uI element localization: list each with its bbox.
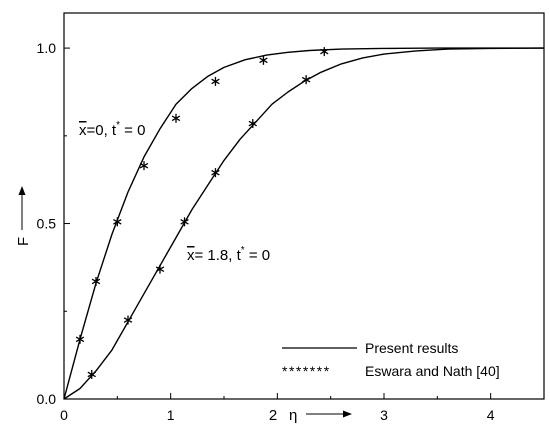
x-tick-label: 3 <box>380 407 388 423</box>
y-tick-label: 0.0 <box>37 391 57 407</box>
curve-label-2-rest: = 1.8, t <box>195 247 242 264</box>
series-1-curve <box>63 47 544 400</box>
series-1-marker <box>113 217 122 227</box>
y-tick-label: 0.5 <box>37 216 57 232</box>
legend-label-eswara: Eswara and Nath [40] <box>365 363 500 379</box>
curve-label-2-var: x <box>187 247 195 264</box>
x-axis-label: η <box>289 407 297 424</box>
series-2-marker <box>301 75 311 85</box>
plot-frame <box>63 12 545 400</box>
markers <box>75 47 329 379</box>
curves <box>63 47 545 400</box>
series-2-marker <box>155 264 165 274</box>
series-1-marker <box>171 113 181 123</box>
curve-label-1-tail: = 0 <box>120 122 145 139</box>
axes: 0 1 3 4 0.0 0.5 1.0 <box>37 40 495 423</box>
x-tick-label: 1 <box>167 407 175 423</box>
curve-label-1-rest: =0, t <box>87 122 117 139</box>
x-axis-prefix-tick: 2 <box>269 407 277 424</box>
series-1-marker <box>320 47 329 57</box>
y-tick-label: 1.0 <box>37 40 57 56</box>
curve-label-1-var: x <box>79 122 87 139</box>
x-tick-label: 0 <box>60 407 68 423</box>
y-axis-label: F <box>15 237 32 246</box>
series-2-marker <box>180 217 189 227</box>
legend: Present results ******* Eswara and Nath … <box>282 340 500 379</box>
legend-stars-swatch: ******* <box>282 363 331 379</box>
series-2-curve <box>63 47 545 400</box>
series-2-marker <box>123 315 133 325</box>
curve-label-2-sup: * <box>241 245 245 256</box>
curve-label-2: x= 1.8, t* = 0 <box>187 245 270 264</box>
series-1-marker <box>91 276 101 286</box>
legend-label-present: Present results <box>365 340 458 356</box>
curve-label-1-sup: * <box>116 120 120 131</box>
series-2-marker <box>87 369 96 379</box>
series-1-marker <box>139 161 149 171</box>
curve-label-1: x=0, t* = 0 <box>79 120 145 139</box>
x-axis-arrowhead <box>343 410 352 418</box>
series-1-marker <box>259 55 268 65</box>
y-axis-arrowhead <box>18 186 26 195</box>
series-2-marker <box>248 119 258 129</box>
series-1-marker <box>211 76 220 86</box>
series-1-marker <box>75 334 85 344</box>
curve-label-2-tail: = 0 <box>245 247 270 264</box>
series-2-marker <box>211 168 220 178</box>
x-tick-label: 4 <box>487 407 495 423</box>
